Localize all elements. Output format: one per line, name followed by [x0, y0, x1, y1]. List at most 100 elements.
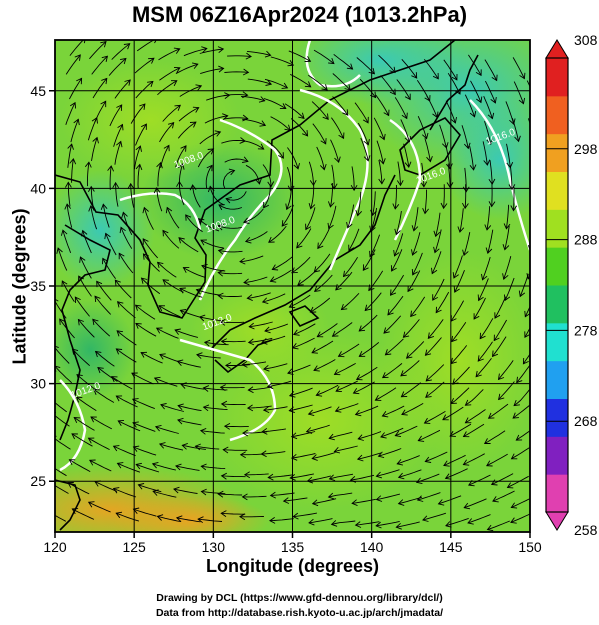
- streamline-arrowhead: [83, 40, 86, 44]
- streamline-arrowhead: [200, 239, 207, 246]
- temperature-field: [55, 40, 530, 532]
- streamline-arrowhead: [402, 331, 410, 338]
- streamline-arrowhead: [153, 376, 161, 384]
- streamline: [532, 211, 535, 235]
- streamline-arrowhead: [174, 328, 181, 335]
- streamline: [178, 107, 199, 122]
- streamline-arrowhead: [119, 226, 126, 234]
- streamline-arrowhead: [135, 462, 142, 470]
- streamline: [443, 184, 445, 209]
- streamline-arrowhead: [115, 511, 123, 519]
- streamline-arrowhead: [67, 482, 74, 488]
- streamline: [65, 54, 81, 75]
- streamline: [221, 475, 246, 478]
- streamline: [283, 497, 308, 502]
- streamline: [267, 380, 292, 388]
- streamline-arrowhead: [76, 374, 83, 381]
- streamline: [272, 256, 293, 270]
- streamline: [71, 433, 93, 447]
- streamline: [313, 253, 331, 273]
- streamline: [407, 270, 421, 292]
- streamline: [72, 348, 91, 367]
- streamline: [385, 338, 404, 356]
- streamline-arrowhead: [494, 312, 501, 319]
- streamline-arrowhead: [100, 203, 108, 210]
- streamline-arrowhead: [446, 182, 454, 189]
- streamline: [248, 337, 273, 343]
- streamline-arrowhead: [389, 88, 396, 96]
- streamline-arrowhead: [142, 238, 149, 245]
- streamline: [511, 118, 520, 142]
- streamline-arrowhead: [174, 104, 181, 111]
- streamline-arrowhead: [189, 121, 197, 128]
- streamline-arrowhead: [379, 133, 386, 141]
- streamline: [246, 50, 271, 56]
- streamline: [417, 492, 441, 501]
- streamline-arrowhead: [263, 201, 270, 209]
- x-tick-label: 130: [202, 539, 226, 555]
- streamline-arrowhead: [67, 143, 74, 150]
- streamline: [95, 351, 115, 367]
- streamline-arrowhead: [469, 110, 477, 118]
- streamline-arrowhead: [397, 472, 405, 480]
- streamline: [159, 122, 175, 143]
- streamline-arrowhead: [137, 483, 145, 490]
- streamline: [183, 267, 206, 278]
- streamline-arrowhead: [452, 378, 459, 385]
- streamline-arrowhead: [451, 73, 458, 81]
- streamline-arrowhead: [269, 276, 277, 283]
- streamline: [140, 352, 163, 364]
- streamline: [220, 321, 245, 324]
- streamline: [412, 252, 423, 276]
- streamline: [227, 55, 252, 57]
- streamline: [464, 184, 467, 209]
- streamline-arrowhead: [432, 111, 439, 119]
- streamline-arrowhead: [163, 144, 170, 152]
- streamline: [136, 463, 160, 473]
- streamline: [82, 230, 92, 254]
- streamline: [464, 167, 467, 192]
- streamline: [312, 123, 327, 145]
- streamline-arrowhead: [220, 510, 227, 517]
- streamline: [159, 443, 184, 451]
- streamline-arrowhead: [198, 314, 206, 322]
- streamline: [195, 445, 220, 450]
- streamline-arrowhead: [334, 156, 341, 164]
- streamline-arrowhead: [469, 164, 477, 171]
- streamline-arrowhead: [203, 339, 211, 347]
- streamline-arrowhead: [74, 296, 81, 304]
- streamline-arrowhead: [71, 433, 78, 440]
- streamline-arrowhead: [497, 373, 505, 381]
- streamline: [199, 48, 224, 54]
- streamline: [398, 469, 422, 478]
- streamline-arrowhead: [389, 289, 397, 296]
- streamline: [449, 423, 472, 437]
- streamline-arrowhead: [530, 136, 536, 142]
- streamline-arrowhead: [462, 202, 469, 210]
- streamline: [347, 204, 355, 228]
- streamline-arrowhead: [509, 118, 516, 125]
- streamline: [155, 426, 179, 434]
- streamline: [241, 140, 264, 150]
- streamline-arrowhead: [370, 209, 377, 217]
- streamline: [413, 207, 419, 231]
- streamline: [132, 422, 156, 432]
- streamline: [72, 508, 95, 520]
- streamline: [292, 337, 315, 349]
- streamline-arrowhead: [328, 57, 335, 65]
- streamline: [61, 280, 75, 302]
- streamline: [454, 270, 465, 293]
- streamline: [116, 512, 140, 522]
- streamline: [445, 145, 451, 169]
- colorbar-tick-label: 268: [574, 413, 598, 429]
- streamline-arrowhead: [277, 152, 284, 159]
- streamline-arrowhead: [269, 491, 277, 499]
- streamline: [114, 279, 132, 299]
- streamline-arrowhead: [518, 97, 526, 105]
- streamline-arrowhead: [298, 112, 305, 120]
- streamline: [55, 402, 67, 413]
- streamline-arrowhead: [462, 249, 469, 257]
- streamline: [133, 508, 157, 517]
- streamline-arrowhead: [356, 454, 364, 462]
- streamline: [445, 468, 468, 479]
